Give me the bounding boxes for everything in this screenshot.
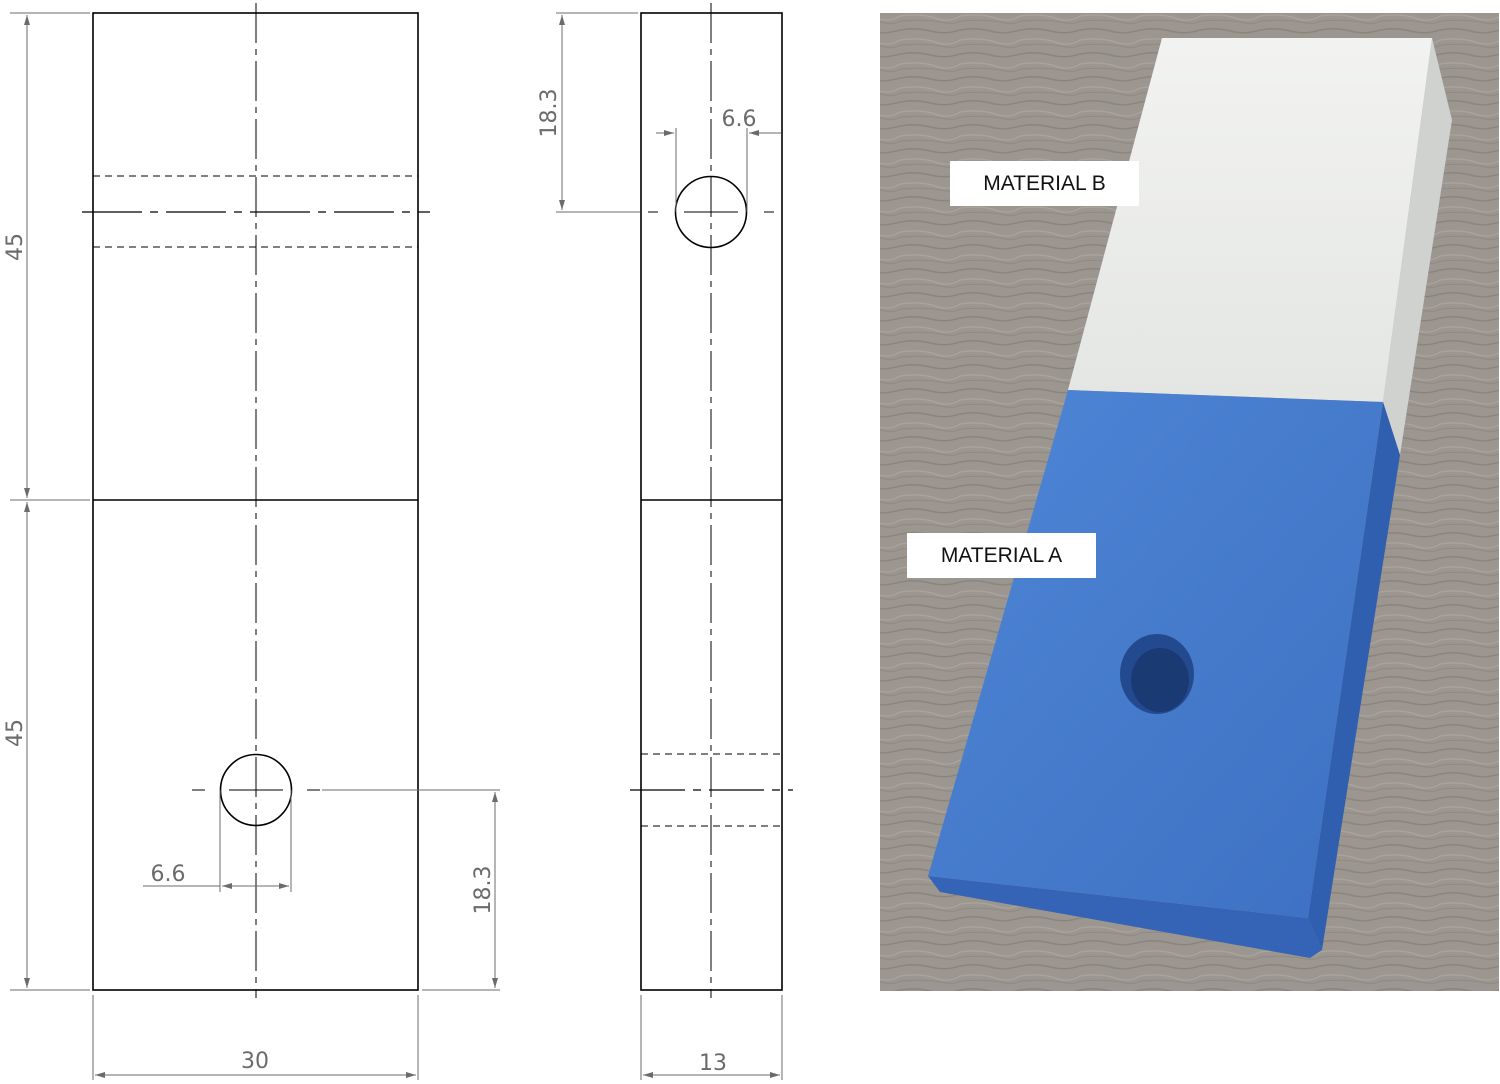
front-dimensions bbox=[10, 12, 500, 1080]
front-view bbox=[82, 3, 430, 998]
part-photo bbox=[880, 13, 1499, 991]
material-b-side-face bbox=[1383, 38, 1452, 455]
material-a-hole-inner bbox=[1131, 648, 1189, 712]
side-width-label: 13 bbox=[699, 1051, 727, 1076]
front-height-upper-label: 45 bbox=[3, 233, 28, 261]
front-hole-offset-label: 18.3 bbox=[471, 866, 496, 915]
front-width-label: 30 bbox=[241, 1049, 269, 1074]
material-b-label: MATERIAL B bbox=[950, 161, 1139, 206]
side-hole-diameter-label: 6.6 bbox=[722, 107, 757, 132]
side-view bbox=[630, 3, 793, 998]
front-hole-diameter-label: 6.6 bbox=[151, 862, 186, 887]
material-a-label: MATERIAL A bbox=[907, 533, 1096, 578]
material-a-side-face bbox=[1308, 402, 1400, 950]
material-b-top-face bbox=[1068, 38, 1432, 402]
side-hole-offset-label: 18.3 bbox=[537, 89, 562, 138]
front-height-lower-label: 45 bbox=[3, 719, 28, 747]
side-dimensions bbox=[556, 12, 783, 1080]
material-a-front-face bbox=[928, 876, 1322, 958]
